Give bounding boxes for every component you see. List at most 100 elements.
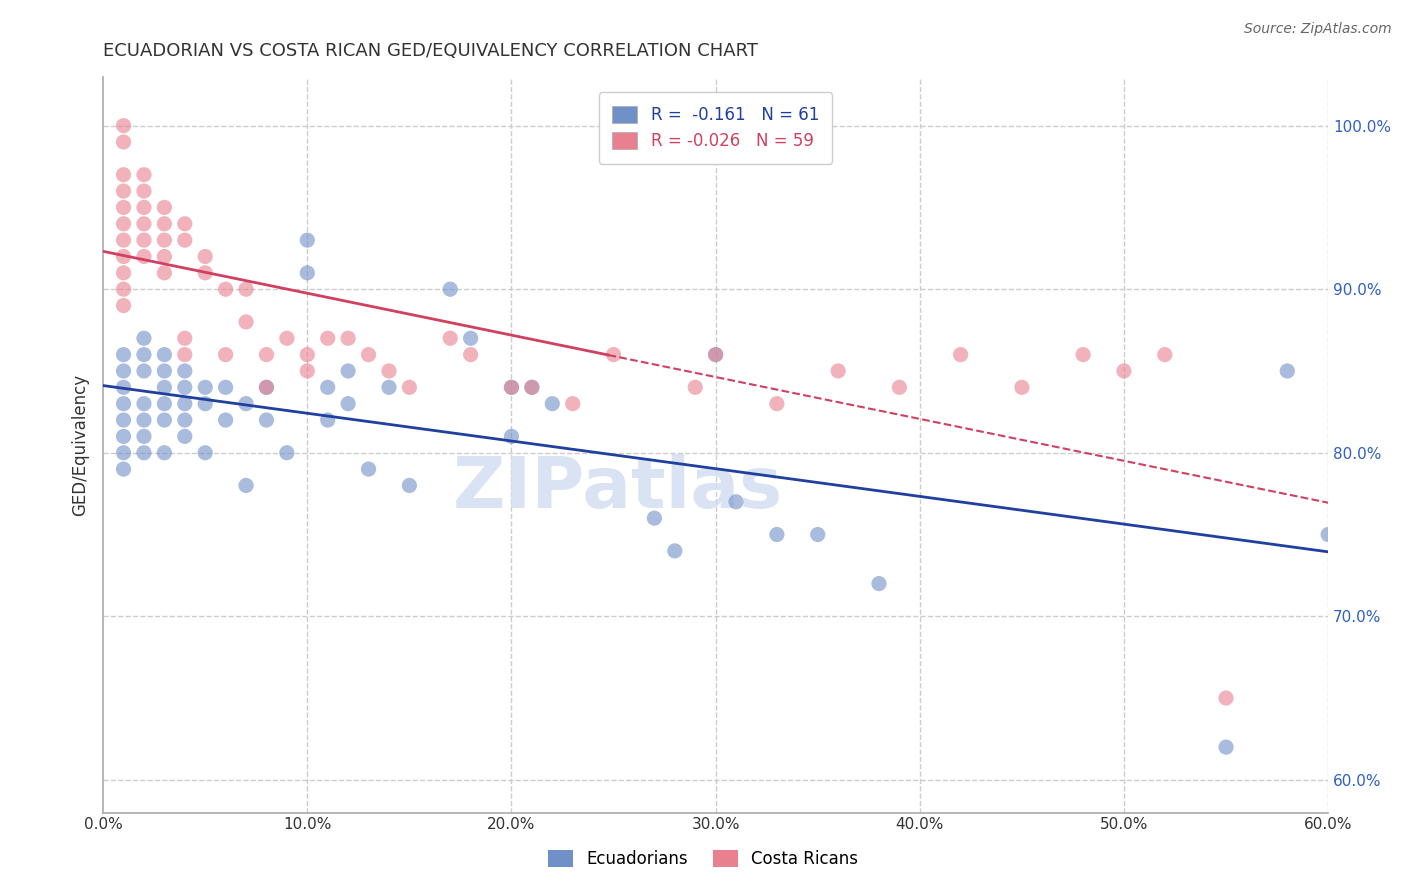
Point — [316, 331, 339, 345]
Point — [132, 217, 155, 231]
Point — [256, 348, 278, 362]
Point — [112, 201, 135, 215]
Point — [132, 201, 155, 215]
Point — [256, 380, 278, 394]
Point — [561, 397, 583, 411]
Point — [132, 397, 155, 411]
Point — [357, 348, 380, 362]
Point — [153, 233, 176, 247]
Point — [112, 168, 135, 182]
Point — [112, 250, 135, 264]
Point — [173, 348, 195, 362]
Point — [520, 380, 543, 394]
Text: ZIPatlas: ZIPatlas — [453, 454, 783, 524]
Point — [501, 380, 523, 394]
Point — [112, 462, 135, 476]
Point — [276, 331, 298, 345]
Point — [112, 364, 135, 378]
Point — [704, 348, 727, 362]
Point — [112, 119, 135, 133]
Point — [889, 380, 911, 394]
Point — [501, 380, 523, 394]
Point — [153, 217, 176, 231]
Point — [153, 380, 176, 394]
Point — [541, 397, 564, 411]
Point — [1153, 348, 1175, 362]
Point — [112, 217, 135, 231]
Point — [1215, 691, 1237, 706]
Point — [112, 348, 135, 362]
Point — [297, 364, 319, 378]
Point — [112, 233, 135, 247]
Point — [173, 233, 195, 247]
Point — [256, 380, 278, 394]
Point — [214, 282, 236, 296]
Point — [194, 397, 217, 411]
Point — [112, 397, 135, 411]
Point — [132, 364, 155, 378]
Point — [112, 413, 135, 427]
Point — [132, 413, 155, 427]
Point — [173, 217, 195, 231]
Point — [1317, 527, 1340, 541]
Point — [664, 544, 686, 558]
Point — [337, 331, 360, 345]
Point — [153, 413, 176, 427]
Point — [173, 413, 195, 427]
Point — [214, 348, 236, 362]
Point — [316, 380, 339, 394]
Point — [357, 462, 380, 476]
Point — [153, 250, 176, 264]
Point — [868, 576, 890, 591]
Point — [153, 397, 176, 411]
Point — [112, 282, 135, 296]
Point — [378, 380, 401, 394]
Point — [766, 527, 789, 541]
Point — [173, 364, 195, 378]
Point — [194, 266, 217, 280]
Point — [235, 478, 257, 492]
Point — [112, 380, 135, 394]
Point — [194, 250, 217, 264]
Point — [501, 429, 523, 443]
Point — [112, 446, 135, 460]
Point — [153, 348, 176, 362]
Point — [112, 299, 135, 313]
Point — [173, 331, 195, 345]
Point — [378, 364, 401, 378]
Point — [214, 380, 236, 394]
Point — [766, 397, 789, 411]
Point — [214, 413, 236, 427]
Point — [132, 184, 155, 198]
Point — [153, 266, 176, 280]
Point — [297, 233, 319, 247]
Point — [1277, 364, 1299, 378]
Point — [827, 364, 849, 378]
Point — [1112, 364, 1135, 378]
Point — [112, 135, 135, 149]
Point — [1011, 380, 1033, 394]
Point — [337, 397, 360, 411]
Point — [112, 429, 135, 443]
Point — [194, 446, 217, 460]
Point — [132, 233, 155, 247]
Point — [683, 380, 706, 394]
Point — [316, 413, 339, 427]
Point — [1071, 348, 1094, 362]
Point — [643, 511, 665, 525]
Point — [725, 495, 748, 509]
Point — [235, 315, 257, 329]
Point — [439, 282, 461, 296]
Legend: Ecuadorians, Costa Ricans: Ecuadorians, Costa Ricans — [541, 843, 865, 875]
Point — [173, 380, 195, 394]
Point — [460, 348, 482, 362]
Point — [153, 364, 176, 378]
Point — [439, 331, 461, 345]
Point — [276, 446, 298, 460]
Point — [1215, 740, 1237, 755]
Point — [235, 282, 257, 296]
Point — [807, 527, 830, 541]
Point — [132, 168, 155, 182]
Point — [132, 250, 155, 264]
Point — [337, 364, 360, 378]
